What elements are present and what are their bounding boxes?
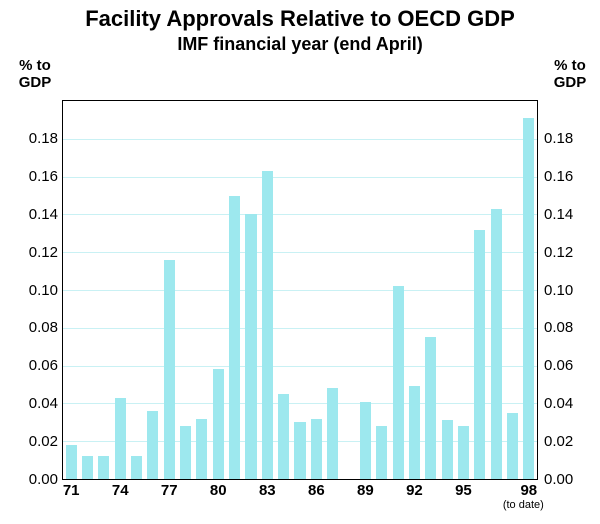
bar bbox=[98, 456, 109, 479]
y-tick-left: 0.04 bbox=[10, 395, 58, 412]
bar bbox=[376, 426, 387, 479]
y-tick-right: 0.16 bbox=[544, 168, 594, 185]
y-tick-left: 0.08 bbox=[10, 319, 58, 336]
gridline bbox=[63, 214, 537, 215]
bar bbox=[147, 411, 158, 479]
chart-plot-area bbox=[62, 100, 538, 480]
chart-subtitle: IMF financial year (end April) bbox=[0, 34, 600, 55]
gridline bbox=[63, 177, 537, 178]
bar bbox=[360, 402, 371, 479]
gridline bbox=[63, 328, 537, 329]
bar bbox=[196, 419, 207, 479]
bar bbox=[523, 118, 534, 479]
x-tick: 74 bbox=[100, 482, 140, 499]
x-tick: 80 bbox=[198, 482, 238, 499]
x-tick: 95 bbox=[443, 482, 483, 499]
bar bbox=[311, 419, 322, 479]
bar bbox=[229, 196, 240, 480]
y-tick-right: 0.00 bbox=[544, 471, 594, 488]
y-tick-right: 0.04 bbox=[544, 395, 594, 412]
gridline bbox=[63, 139, 537, 140]
y-tick-left: 0.02 bbox=[10, 433, 58, 450]
gridline bbox=[63, 290, 537, 291]
bar bbox=[66, 445, 77, 479]
x-tick: 83 bbox=[247, 482, 287, 499]
y-axis-label-left: % toGDP bbox=[10, 58, 60, 91]
bar bbox=[82, 456, 93, 479]
y-tick-right: 0.02 bbox=[544, 433, 594, 450]
x-tick: 86 bbox=[296, 482, 336, 499]
bar bbox=[131, 456, 142, 479]
bar bbox=[245, 214, 256, 479]
y-tick-right: 0.08 bbox=[544, 319, 594, 336]
y-tick-left: 0.16 bbox=[10, 168, 58, 185]
gridline bbox=[63, 366, 537, 367]
y-tick-left: 0.12 bbox=[10, 244, 58, 261]
y-axis-label-right: % toGDP bbox=[542, 58, 598, 91]
y-tick-right: 0.14 bbox=[544, 206, 594, 223]
bar bbox=[458, 426, 469, 479]
bar bbox=[491, 209, 502, 479]
bar bbox=[327, 388, 338, 479]
bar bbox=[409, 386, 420, 479]
bar bbox=[425, 337, 436, 479]
bar bbox=[507, 413, 518, 479]
y-tick-right: 0.10 bbox=[544, 282, 594, 299]
y-tick-right: 0.06 bbox=[544, 357, 594, 374]
bar bbox=[213, 369, 224, 479]
gridline bbox=[63, 403, 537, 404]
bar bbox=[294, 422, 305, 479]
bar bbox=[393, 286, 404, 479]
chart-title: Facility Approvals Relative to OECD GDP bbox=[0, 6, 600, 32]
y-tick-right: 0.12 bbox=[544, 244, 594, 261]
bar bbox=[442, 420, 453, 479]
y-tick-left: 0.14 bbox=[10, 206, 58, 223]
y-tick-left: 0.18 bbox=[10, 130, 58, 147]
x-tick: 77 bbox=[149, 482, 189, 499]
x-tick: 71 bbox=[51, 482, 91, 499]
y-tick-left: 0.10 bbox=[10, 282, 58, 299]
y-tick-left: 0.06 bbox=[10, 357, 58, 374]
y-tick-right: 0.18 bbox=[544, 130, 594, 147]
x-tick: 98 bbox=[509, 482, 549, 499]
bar bbox=[278, 394, 289, 479]
x-axis-note: (to date) bbox=[503, 499, 544, 511]
bar bbox=[180, 426, 191, 479]
bar bbox=[164, 260, 175, 479]
bar bbox=[262, 171, 273, 479]
bar bbox=[474, 230, 485, 479]
bar bbox=[115, 398, 126, 479]
x-tick: 92 bbox=[394, 482, 434, 499]
x-tick: 89 bbox=[345, 482, 385, 499]
gridline bbox=[63, 252, 537, 253]
